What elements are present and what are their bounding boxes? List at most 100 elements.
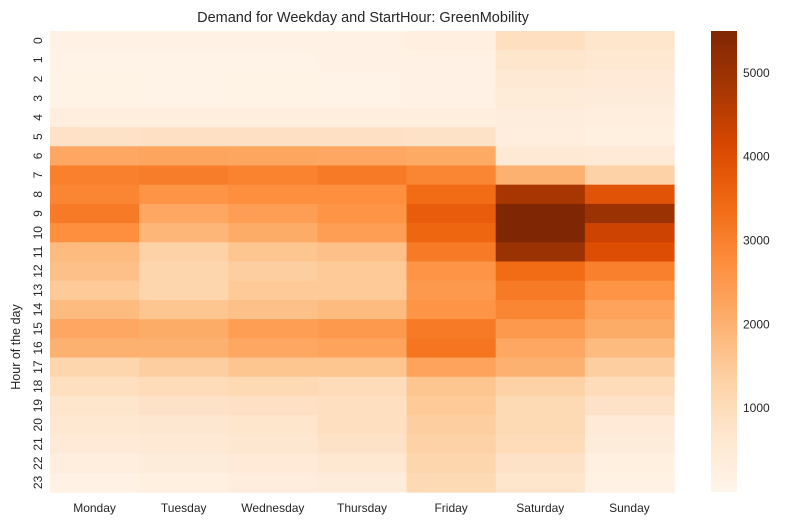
- heatmap-cell: [228, 434, 319, 455]
- colorbar-tick-label: 5000: [743, 66, 770, 80]
- heatmap-cell: [228, 395, 319, 416]
- heatmap-cell: [584, 50, 675, 71]
- heatmap-cell: [228, 319, 319, 339]
- y-tick-label: 7: [31, 171, 45, 178]
- heatmap-cell: [495, 472, 586, 493]
- heatmap-cell: [584, 299, 675, 320]
- heatmap-cell: [495, 395, 586, 416]
- heatmap-cell: [228, 223, 319, 243]
- heatmap-cell: [584, 415, 675, 435]
- heatmap-cell: [584, 127, 675, 147]
- y-tick-label: 1: [31, 56, 45, 63]
- heatmap-cell: [50, 203, 140, 224]
- y-tick-label: 3: [31, 95, 45, 102]
- heatmap-cell: [139, 261, 229, 282]
- heatmap-cell: [495, 299, 586, 320]
- heatmap-cell: [50, 338, 140, 359]
- heatmap-cell: [406, 395, 497, 416]
- heatmap-cell: [228, 472, 319, 493]
- heatmap-cell: [406, 338, 497, 359]
- heatmap-cell: [228, 69, 319, 90]
- heatmap-cell: [584, 88, 675, 109]
- heatmap-cell: [139, 299, 229, 320]
- heatmap-cell: [50, 184, 140, 205]
- colorbar: 1000 2000 3000 4000 5000: [711, 31, 770, 492]
- heatmap-cell: [495, 184, 586, 205]
- heatmap-cell: [317, 50, 408, 71]
- y-tick-label: 6: [31, 152, 45, 159]
- heatmap-cell: [406, 299, 497, 320]
- heatmap-cell: [317, 165, 408, 186]
- heatmap-cell: [495, 280, 586, 301]
- heatmap-cell: [406, 357, 497, 378]
- heatmap-cell: [584, 319, 675, 339]
- colorbar-tick-label: 2000: [743, 317, 770, 331]
- heatmap-cell: [406, 261, 497, 282]
- heatmap-cell: [50, 357, 140, 378]
- heatmap-cell: [495, 69, 586, 90]
- heatmap-cell: [50, 472, 140, 493]
- heatmap-cell: [584, 376, 675, 397]
- colorbar-tick-label: 1000: [743, 401, 770, 415]
- heatmap-cell: [495, 319, 586, 339]
- heatmap-cell: [228, 242, 319, 263]
- heatmap-cell: [495, 223, 586, 243]
- heatmap-cell: [317, 299, 408, 320]
- heatmap-cell: [406, 146, 497, 167]
- heatmap-cell: [139, 472, 229, 493]
- heatmap-cell: [406, 31, 497, 51]
- heatmap-cell: [495, 338, 586, 359]
- heatmap-cell: [584, 203, 675, 224]
- y-tick-label: 23: [31, 475, 45, 489]
- heatmap-cell: [50, 146, 140, 167]
- heatmap-cell: [50, 280, 140, 301]
- heatmap-cell: [317, 88, 408, 109]
- x-tick-label: Tuesday: [161, 501, 207, 515]
- y-tick-label: 21: [31, 437, 45, 451]
- heatmap-cell: [139, 376, 229, 397]
- heatmap-cell: [139, 88, 229, 109]
- chart-title: Demand for Weekday and StartHour: GreenM…: [197, 10, 530, 26]
- heatmap-cell: [317, 31, 408, 51]
- heatmap-cell: [50, 395, 140, 416]
- heatmap-cell: [139, 338, 229, 359]
- y-tick-label: 20: [31, 418, 45, 432]
- heatmap-cell: [50, 50, 140, 71]
- heatmap-cell: [317, 242, 408, 263]
- heatmap-cell: [139, 69, 229, 90]
- heatmap-cell: [584, 472, 675, 493]
- x-tick-label: Monday: [73, 501, 116, 515]
- heatmap-cell: [139, 50, 229, 71]
- heatmap-cell: [406, 376, 497, 397]
- heatmap-cell: [584, 280, 675, 301]
- heatmap-cell: [495, 453, 586, 474]
- heatmap-cell: [50, 453, 140, 474]
- heatmap-cell: [495, 50, 586, 71]
- heatmap-cell: [317, 184, 408, 205]
- y-tick-label: 4: [31, 114, 45, 121]
- heatmap-cell: [406, 88, 497, 109]
- y-tick-label: 11: [31, 245, 45, 258]
- heatmap-cell: [228, 261, 319, 282]
- heatmap-cell: [406, 184, 497, 205]
- heatmap-cell: [139, 146, 229, 167]
- heatmap-cell: [228, 299, 319, 320]
- heatmap-cell: [317, 146, 408, 167]
- heatmap-cell: [317, 261, 408, 282]
- heatmap-cell: [317, 338, 408, 359]
- heatmap-cell: [139, 242, 229, 263]
- y-tick-label: 5: [31, 133, 45, 140]
- heatmap-cell: [317, 319, 408, 339]
- heatmap-cell: [50, 299, 140, 320]
- heatmap-cell: [317, 357, 408, 378]
- heatmap-cell: [228, 50, 319, 71]
- y-tick-label: 9: [31, 210, 45, 217]
- colorbar-gradient: [711, 31, 737, 492]
- y-tick-label: 19: [31, 399, 45, 413]
- heatmap-cell: [584, 261, 675, 282]
- heatmap-cell: [406, 107, 497, 128]
- heatmap-cell: [406, 280, 497, 301]
- heatmap-cell: [139, 434, 229, 455]
- heatmap-cell: [584, 146, 675, 167]
- heatmap-cell: [228, 453, 319, 474]
